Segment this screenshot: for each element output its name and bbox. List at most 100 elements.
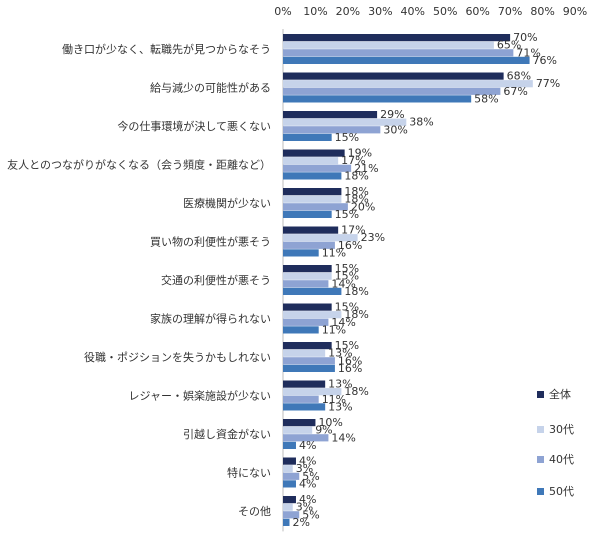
legend-swatch [537,391,544,398]
bar [283,364,335,372]
legend: 全体 30代 40代 50代 [537,387,574,498]
data-label: 16% [338,362,362,375]
bar [283,34,511,42]
category-label: 交通の利便性が悪そう [161,273,271,287]
data-label: 10% [318,416,342,429]
data-label: 3% [296,462,313,475]
bar [283,342,332,350]
category-label: 役職・ポジションを失うかもしれない [84,350,271,364]
legend-swatch [537,456,544,463]
data-label: 11% [322,323,346,336]
bar [283,480,296,488]
data-label: 5% [302,508,319,521]
bar [283,388,342,396]
data-label: 67% [503,85,527,98]
bar [283,265,332,273]
data-label: 9% [315,424,332,437]
bar [283,395,319,403]
bar [283,72,504,80]
category-label: 特にない [227,466,271,480]
legend-label: 50代 [549,485,574,498]
bar [283,133,332,141]
data-label: 17% [341,154,365,167]
bar [283,249,319,257]
category-label: 引越し資金がない [183,427,271,441]
data-label: 15% [335,339,359,352]
bar [283,326,319,334]
data-label: 14% [331,316,355,329]
bar [283,403,326,411]
data-label: 14% [331,431,355,444]
bar [283,241,335,249]
data-label: 18% [344,185,368,198]
data-label: 4% [299,439,316,452]
bar [283,272,332,280]
data-label: 20% [351,200,375,213]
data-label: 71% [516,46,540,59]
x-tick-label: 70% [498,5,522,18]
bar [283,511,300,519]
data-label: 14% [331,277,355,290]
data-label: 68% [507,70,531,83]
bar [283,441,296,449]
x-tick-label: 20% [336,5,360,18]
data-label: 13% [328,378,352,391]
data-label: 21% [354,162,378,175]
legend-label: 全体 [549,387,571,401]
bar [283,210,332,218]
category-label: その他 [238,505,271,518]
bar [283,465,293,473]
bar [283,419,316,427]
bar [283,287,342,295]
bar [283,311,342,319]
legend-swatch [537,488,544,495]
data-label: 11% [322,393,346,406]
data-label: 15% [335,208,359,221]
bar [283,195,342,203]
legend-swatch [537,426,544,433]
category-labels: 働き口が少なく、転職先が見つからなそう給与減少の可能性がある今の仕事環境が決して… [7,42,271,518]
x-tick-label: 10% [303,5,327,18]
bar [283,496,296,504]
data-label: 4% [299,477,316,490]
bar [283,518,290,526]
x-tick-label: 0% [274,5,291,18]
bar [283,49,514,57]
bar [283,164,352,172]
category-label: 買い物の利便性が悪そう [150,235,271,249]
data-label: 11% [322,246,346,259]
category-label: レジャー・娯楽施設が少ない [129,389,271,403]
bar [283,188,342,196]
bar [283,357,335,365]
data-label: 4% [299,493,316,506]
data-label: 13% [328,400,352,413]
data-label: 18% [344,193,368,206]
bar [283,234,358,242]
bar [283,157,339,165]
data-label: 15% [335,270,359,283]
bar [283,434,329,442]
data-label: 15% [335,301,359,314]
bar [283,41,494,49]
data-label: 19% [348,147,372,160]
data-label: 65% [497,39,521,52]
data-label: 29% [380,108,404,121]
bar [283,87,501,95]
data-label: 58% [474,92,498,105]
bar-series [283,34,533,526]
bar [283,426,313,434]
bar [283,172,342,180]
category-label: 今の仕事環境が決して悪くない [117,119,271,133]
data-label: 18% [344,169,368,182]
bar [283,56,530,64]
bar [283,472,300,480]
data-label: 77% [536,77,560,90]
bar [283,111,378,119]
category-label: 医療機関が少ない [183,196,271,210]
data-label: 15% [335,131,359,144]
category-label: 給与減少の可能性がある [150,81,271,95]
data-label: 4% [299,455,316,468]
x-tick-label: 60% [465,5,489,18]
data-label: 5% [302,470,319,483]
data-label: 30% [383,123,407,136]
